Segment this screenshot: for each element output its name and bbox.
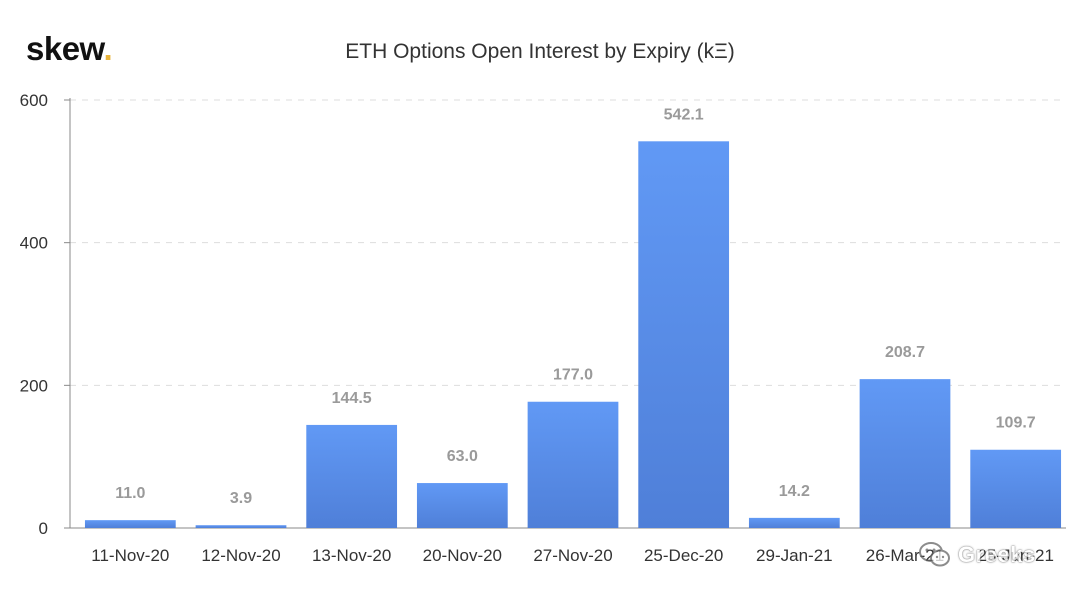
bar-29-Jan-21 <box>748 517 840 528</box>
bar-12-Nov-20 <box>195 525 287 528</box>
x-tick-label: 12-Nov-20 <box>201 546 280 565</box>
y-tick-label: 600 <box>20 91 48 110</box>
x-tick-label: 20-Nov-20 <box>423 546 502 565</box>
data-label: 3.9 <box>230 490 252 507</box>
chart-title: ETH Options Open Interest by Expiry (kΞ) <box>345 40 735 63</box>
y-tick-label: 0 <box>39 519 48 538</box>
data-label: 11.0 <box>115 485 145 502</box>
x-tick-label: 29-Jan-21 <box>756 546 833 565</box>
watermark-text: Greeks <box>958 542 1036 567</box>
bar-27-Nov-20 <box>527 401 619 528</box>
bar-13-Nov-20 <box>306 424 398 528</box>
data-label: 109.7 <box>996 415 1036 432</box>
y-tick-label: 400 <box>20 234 48 253</box>
bar-11-Nov-20 <box>84 520 176 528</box>
x-tick-label: 25-Jun-21 <box>977 546 1054 565</box>
wechat-icon <box>919 542 950 567</box>
bar-25-Dec-20 <box>638 141 730 528</box>
y-tick-label: 200 <box>20 376 48 395</box>
watermark: Greeks <box>918 541 1036 569</box>
bars <box>84 141 1062 528</box>
data-label: 14.2 <box>779 483 810 500</box>
data-label: 144.5 <box>332 390 372 407</box>
bar-20-Nov-20 <box>416 483 508 528</box>
bar-26-Mar-21 <box>859 379 951 528</box>
data-label: 63.0 <box>447 448 478 465</box>
x-tick-label: 11-Nov-20 <box>91 546 169 565</box>
x-tick-label: 13-Nov-20 <box>312 546 391 565</box>
data-label: 177.0 <box>553 367 593 384</box>
skew-logo: skew. <box>26 30 113 67</box>
grid-lines <box>70 99 1066 386</box>
bar-25-Jun-21 <box>970 449 1062 528</box>
x-tick-label: 25-Dec-20 <box>644 546 723 565</box>
x-tick-label: 27-Nov-20 <box>533 546 612 565</box>
data-label: 542.1 <box>664 106 704 123</box>
data-label: 208.7 <box>885 344 925 361</box>
